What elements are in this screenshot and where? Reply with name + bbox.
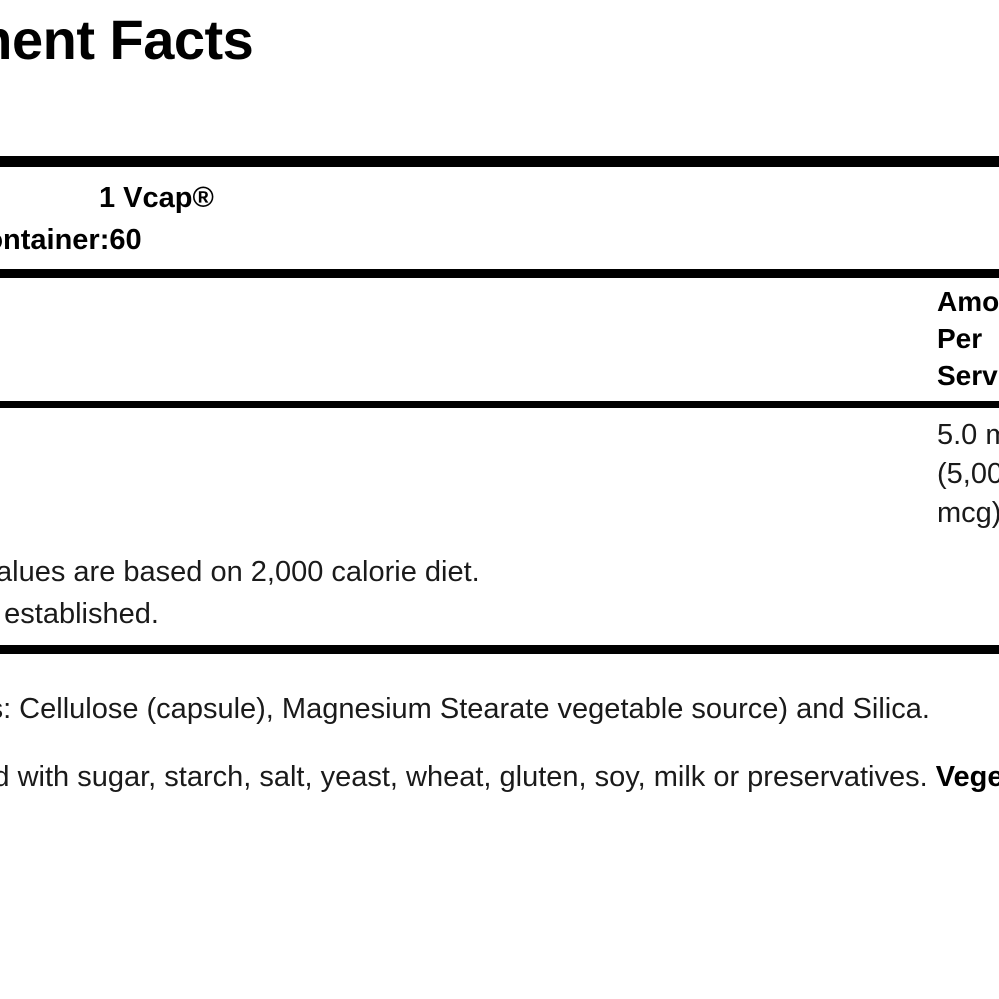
amount-header-line-1: Amount: [937, 286, 999, 318]
divider-below-column-header: [0, 400, 999, 408]
nutrient-amount-line-2: (5,000: [937, 457, 999, 490]
allergen-statement-plain: Not manufactured with sugar, starch, sal…: [0, 760, 928, 793]
amount-header-line-2: Per: [937, 323, 983, 355]
footnotes-block: * Percent Daily Values are based on 2,00…: [0, 537, 999, 645]
servings-per-container-label: Servings Per Container:: [0, 224, 110, 257]
ingredients-block: Other Ingredients: Cellulose (capsule), …: [0, 654, 999, 798]
servings-per-container-value: 60: [109, 224, 142, 257]
allergen-statement: Not manufactured with sugar, starch, sal…: [0, 756, 999, 798]
other-ingredients-text: Other Ingredients: Cellulose (capsule), …: [0, 692, 930, 725]
serving-size-value: 1 Vcap®: [99, 182, 214, 214]
serving-info-block: Serving Size: 1 Vcap® Servings Per Conta…: [0, 167, 999, 269]
amount-per-serving-column: Amount Per Serving: [931, 284, 999, 395]
nutrient-amount-line-3: mcg): [937, 496, 999, 529]
divider-top: [0, 156, 999, 167]
serving-size-row: Serving Size: 1 Vcap®: [0, 177, 999, 219]
amount-per-serving-header: Amount Per Serving: [0, 278, 999, 401]
divider-bottom: [0, 644, 999, 654]
title-spacer: [0, 68, 999, 156]
footnote-daily-value-not-established: † Daily Value not established.: [0, 597, 159, 630]
serving-size-label: Serving Size:: [0, 177, 99, 219]
servings-per-container-row: Servings Per Container: 60: [0, 219, 999, 261]
nutrient-amount-line-1: 5.0 mg: [937, 418, 999, 451]
footnote-daily-value-percent: * Percent Daily Values are based on 2,00…: [0, 555, 480, 588]
vegetarian-vegan-claim: Vegetarian/Vegan Product.: [935, 760, 999, 793]
supplement-facts-label: Supplement Facts Serving Size: 1 Vcap® S…: [0, 8, 999, 798]
table-row: Biotin 5.0 mg (5,000 mcg): [0, 408, 999, 537]
page-title: Supplement Facts: [0, 8, 254, 71]
divider-below-serving: [0, 269, 999, 279]
nutrient-amount: 5.0 mg (5,000 mcg): [931, 416, 999, 533]
amount-header-line-3: Serving: [937, 360, 999, 391]
